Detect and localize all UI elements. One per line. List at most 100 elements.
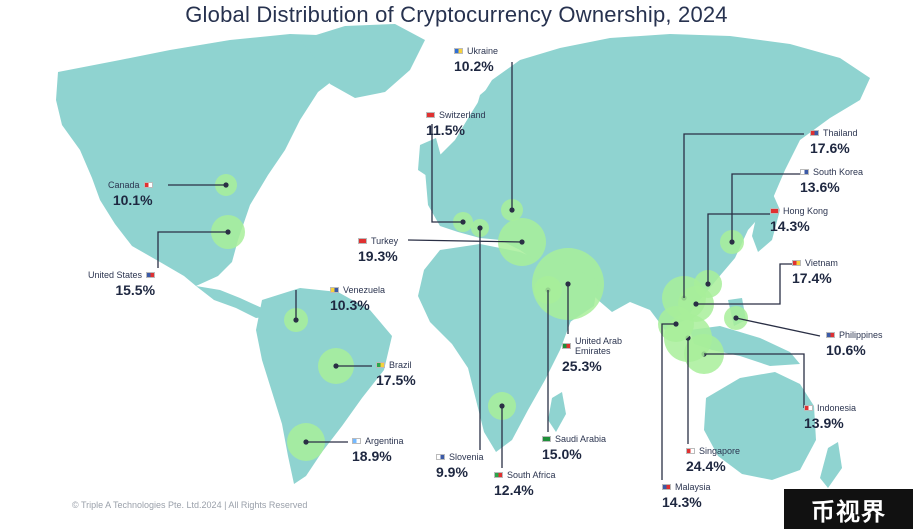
ownership-value: 13.9% [804,415,844,431]
flag-icon [454,48,463,54]
land-new-zealand [820,442,842,488]
country-name-row: United States [88,270,156,280]
country-name: Indonesia [817,403,857,413]
country-name: Brazil [389,360,412,370]
flag-icon [436,454,445,460]
country-name: Hong Kong [783,206,829,216]
leader-line-south-korea [731,173,800,242]
ownership-value: 24.4% [686,458,726,474]
country-name: Argentina [365,436,404,446]
ownership-value: 17.4% [792,270,832,286]
country-name: Malaysia [675,482,711,492]
flag-icon [770,208,779,214]
country-name-row: Canada [108,180,153,190]
land-japan [752,192,780,252]
country-name-row: Slovenia [436,452,484,462]
country-name-row: Vietnam [792,258,838,268]
ownership-value: 17.6% [810,140,850,156]
land-north-america [56,34,360,286]
country-name-row: Singapore [686,446,740,456]
country-name-row: Brazil [376,360,416,370]
label-south-korea: South Korea 13.6% [800,167,863,195]
leader-line-hong-kong [707,213,770,284]
flag-icon [542,436,551,442]
flag-icon [494,472,503,478]
ownership-value: 15.5% [115,282,156,298]
ownership-value: 14.3% [770,218,810,234]
label-saudi-arabia: Saudi Arabia 15.0% [542,434,606,462]
ownership-value: 13.6% [800,179,840,195]
label-argentina: Argentina 18.9% [352,436,404,464]
label-switzerland: Switzerland 11.5% [426,110,486,138]
country-name-row: Turkey [358,236,398,246]
land-scandinavia [470,78,520,150]
copyright-text: © Triple A Technologies Pte. Ltd.2024 | … [72,500,308,510]
ownership-value: 9.9% [436,464,468,480]
flag-icon [792,260,801,266]
flag-icon [686,448,695,454]
country-name-row: Ukraine [454,46,498,56]
label-turkey: Turkey 19.3% [358,236,398,264]
flag-icon [376,362,385,368]
flag-icon [562,343,571,349]
country-name: United States [88,270,143,280]
country-name-row: Philippines [826,330,883,340]
label-vietnam: Vietnam 17.4% [792,258,838,286]
country-name-row: Malaysia [662,482,711,492]
flag-icon [330,287,339,293]
leader-line-thailand [683,133,804,298]
country-name: United Arab Emirates [575,336,623,356]
page-title: Global Distribution of Cryptocurrency Ow… [185,2,728,27]
label-indonesia: Indonesia 13.9% [804,403,856,431]
ownership-value: 12.4% [494,482,534,498]
leader-line-switzerland [431,124,463,223]
ownership-value: 11.5% [426,122,465,138]
ownership-value: 10.1% [112,192,153,208]
label-brazil: Brazil 17.5% [376,360,416,388]
flag-icon [143,182,153,188]
label-thailand: Thailand 17.6% [810,128,858,156]
country-name: Singapore [699,446,741,456]
land-se-asia-islands [690,326,800,366]
ownership-value: 19.3% [358,248,398,264]
ownership-value: 25.3% [562,358,602,374]
ownership-value: 10.6% [826,342,866,358]
label-hong-kong: Hong Kong 14.3% [770,206,828,234]
flag-icon [426,112,435,118]
country-name: Switzerland [439,110,486,120]
leader-line-indonesia [704,353,805,408]
flag-icon [146,272,156,278]
ownership-value: 15.0% [542,446,582,462]
label-united-states: United States 15.5% [88,270,156,298]
flag-icon [826,332,835,338]
country-name: Ukraine [467,46,499,56]
land-greenland [300,24,425,98]
ownership-value: 10.3% [330,297,370,313]
land-uk [418,138,442,178]
label-philippines: Philippines 10.6% [826,330,883,358]
label-slovenia: Slovenia 9.9% [436,452,484,480]
label-venezuela: Venezuela 10.3% [330,285,385,313]
country-name-row: Thailand [810,128,858,138]
country-name-row: Saudi Arabia [542,434,606,444]
flag-icon [804,405,813,411]
flag-icon [352,438,361,444]
ownership-value: 18.9% [352,448,392,464]
country-name: South Africa [507,470,556,480]
flag-icon [800,169,809,175]
country-name-row: Switzerland [426,110,486,120]
country-name: Philippines [839,330,883,340]
label-malaysia: Malaysia 14.3% [662,482,711,510]
land-masses [56,24,870,488]
country-name: Thailand [823,128,858,138]
country-name: Slovenia [449,452,484,462]
country-name: Turkey [371,236,399,246]
ownership-value: 10.2% [454,58,494,74]
land-australia [704,372,816,480]
country-name: Venezuela [343,285,386,295]
country-name-row: South Korea [800,167,863,177]
leader-line-turkey [407,239,523,243]
country-name-row: Argentina [352,436,404,446]
